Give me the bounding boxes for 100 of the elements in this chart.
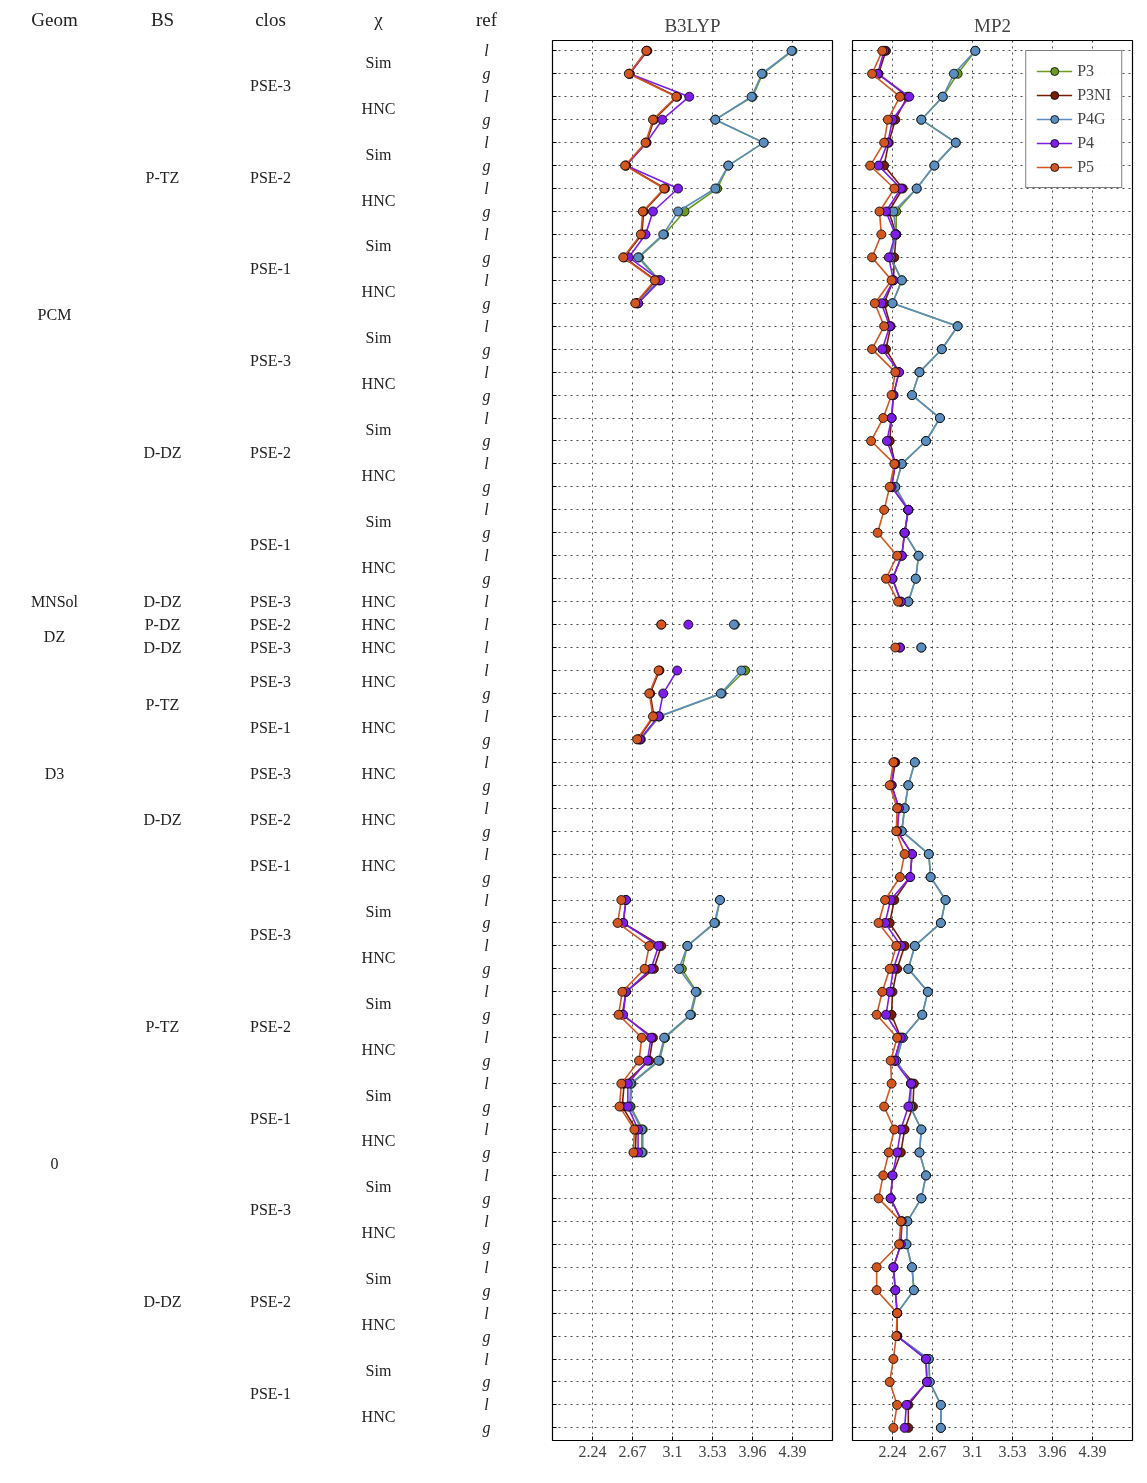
text: Sim <box>365 421 392 439</box>
text: DZ <box>43 627 66 645</box>
text: D-DZ <box>143 639 182 657</box>
text: l <box>484 1029 489 1047</box>
text: PSE-1 <box>250 1384 291 1402</box>
text: PSE-2 <box>250 443 291 461</box>
text: l <box>484 271 489 289</box>
text: g <box>482 340 491 358</box>
text: D-DZ <box>143 1293 182 1311</box>
text: Sim <box>365 329 392 347</box>
text: g <box>482 1281 491 1299</box>
text: l <box>484 1396 489 1414</box>
text: HNC <box>361 948 396 966</box>
text: PSE-3 <box>250 352 291 370</box>
text: HNC <box>361 1316 396 1334</box>
text: HNC <box>361 283 396 301</box>
text: g <box>482 776 491 794</box>
text: HNC <box>361 616 396 634</box>
text: D-DZ <box>143 593 182 611</box>
text: l <box>484 983 489 1001</box>
text: g <box>482 1235 491 1253</box>
text: HNC <box>361 466 396 484</box>
x-tick-label: 3.96 <box>738 1442 767 1460</box>
text: l <box>484 317 489 335</box>
text: D3 <box>44 765 65 783</box>
text: Sim <box>365 1086 392 1104</box>
text: HNC <box>361 1224 396 1242</box>
text: g <box>482 524 491 542</box>
text: g <box>482 868 491 886</box>
text: HNC <box>361 857 396 875</box>
text: g <box>482 1327 491 1345</box>
text: HNC <box>361 593 396 611</box>
text: Sim <box>365 53 392 71</box>
text: Sim <box>365 512 392 530</box>
chart-title: B3LYP <box>664 14 721 36</box>
text: Sim <box>365 902 392 920</box>
text: PSE-3 <box>250 76 291 94</box>
text: PSE-2 <box>250 616 291 634</box>
text: l <box>484 1166 489 1184</box>
text: g <box>482 294 491 312</box>
chart-title: MP2 <box>974 14 1011 36</box>
text: D-DZ <box>143 443 182 461</box>
text: HNC <box>361 99 396 117</box>
text: HNC <box>361 1407 396 1425</box>
x-tick-label: 2.67 <box>918 1442 947 1460</box>
text: l <box>484 937 489 955</box>
text: l <box>484 891 489 909</box>
text: HNC <box>361 765 396 783</box>
text: g <box>482 730 491 748</box>
legend-label: P4 <box>1077 134 1096 152</box>
text: l <box>484 1350 489 1368</box>
text: PSE-2 <box>250 811 291 829</box>
text: PSE-1 <box>250 1109 291 1127</box>
text: l <box>484 1212 489 1230</box>
text: HNC <box>361 375 396 393</box>
text: Sim <box>365 994 392 1012</box>
text: l <box>484 753 489 771</box>
text: P-TZ <box>145 1017 180 1035</box>
text: 0 <box>50 1155 59 1173</box>
text: Sim <box>365 1178 392 1196</box>
text: l <box>484 1075 489 1093</box>
text: P-DZ <box>144 616 181 634</box>
text: HNC <box>361 719 396 737</box>
text: g <box>482 960 491 978</box>
text: g <box>482 157 491 175</box>
text: g <box>482 914 491 932</box>
text: HNC <box>361 558 396 576</box>
x-tick-label: 3.96 <box>1038 1442 1067 1460</box>
x-tick-label: 3.53 <box>698 1442 727 1460</box>
text: g <box>482 478 491 496</box>
text: l <box>484 616 489 634</box>
text: l <box>484 662 489 679</box>
text: l <box>484 225 489 243</box>
text: l <box>484 799 489 817</box>
text: g <box>482 65 491 83</box>
text: MNSol <box>30 593 79 611</box>
text: HNC <box>361 811 396 829</box>
text: l <box>484 593 489 611</box>
x-tick-label: 3.53 <box>998 1442 1027 1460</box>
text: HNC <box>361 673 396 691</box>
text: HNC <box>361 1040 396 1058</box>
text: l <box>484 88 489 106</box>
x-tick-label: 4.39 <box>778 1442 807 1460</box>
text: g <box>482 1143 491 1161</box>
x-tick-label: 2.24 <box>878 1442 907 1460</box>
text: PSE-2 <box>250 1017 291 1035</box>
text: HNC <box>361 191 396 209</box>
text: g <box>482 684 491 702</box>
x-tick-label: 2.67 <box>618 1442 647 1460</box>
text: l <box>484 547 489 565</box>
legend-label: P5 <box>1077 158 1096 176</box>
text: PSE-3 <box>250 1201 291 1219</box>
text: P-TZ <box>145 696 180 714</box>
text: g <box>482 432 491 450</box>
x-tick-label: 4.39 <box>1078 1442 1107 1460</box>
text: g <box>482 248 491 266</box>
text: PSE-3 <box>250 765 291 783</box>
category-label: Geom <box>31 8 78 30</box>
text: l <box>484 409 489 427</box>
category-label: χ <box>373 8 384 30</box>
